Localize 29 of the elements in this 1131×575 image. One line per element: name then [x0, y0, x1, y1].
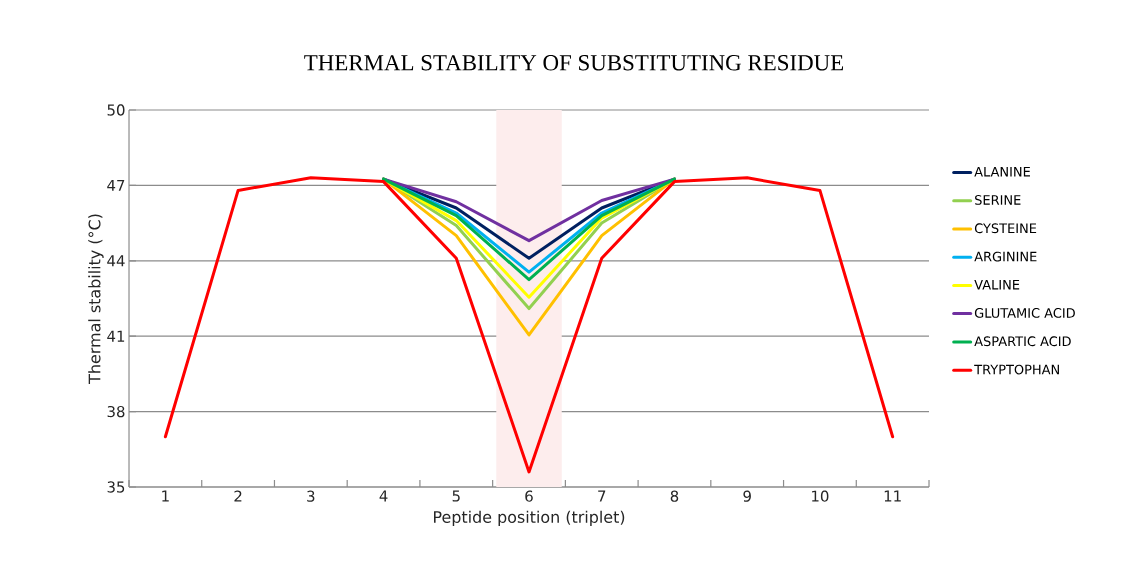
x-tick-label: 1 [162, 490, 169, 502]
y-tick-label: 50 [107, 104, 125, 116]
x-tick-label: 9 [743, 490, 751, 502]
legend-label: SERINE [975, 195, 1021, 205]
y-tick-label: 47 [107, 179, 125, 191]
legend-label: ARGININE [974, 251, 1037, 262]
x-tick-label: 4 [379, 490, 388, 502]
chart-title: THERMAL STABILITY OF SUBSTITUTING RESIDUE [304, 55, 844, 71]
x-axis-title: Peptide position (triplet) [434, 510, 625, 527]
x-tick-label: 7 [598, 490, 606, 502]
legend-label: ASPARTIC ACID [974, 336, 1071, 347]
legend-label: TRYPTOPHAN [974, 364, 1059, 375]
y-tick-label: 35 [107, 481, 125, 493]
y-tick-label: 44 [107, 255, 125, 267]
y-tick-label: 38 [107, 405, 125, 418]
legend-label: CYSTEINE [974, 223, 1037, 234]
x-tick-label: 2 [234, 490, 242, 502]
x-tick-label: 11 [884, 490, 901, 502]
line-series [163, 176, 895, 474]
y-tick-label: 41 [107, 330, 125, 342]
x-tick-label: 8 [670, 490, 679, 502]
x-tick-label: 10 [812, 490, 829, 502]
x-tick-label: 6 [525, 490, 533, 502]
legend-label: GLUTAMIC ACID [974, 308, 1075, 318]
x-tick-label: 5 [452, 490, 460, 502]
legend-label: ALANINE [974, 166, 1030, 177]
x-tick-label: 3 [307, 490, 315, 502]
y-axis-title: Thermal stability (°C) [88, 214, 104, 384]
legend-label: VALINE [974, 279, 1020, 290]
